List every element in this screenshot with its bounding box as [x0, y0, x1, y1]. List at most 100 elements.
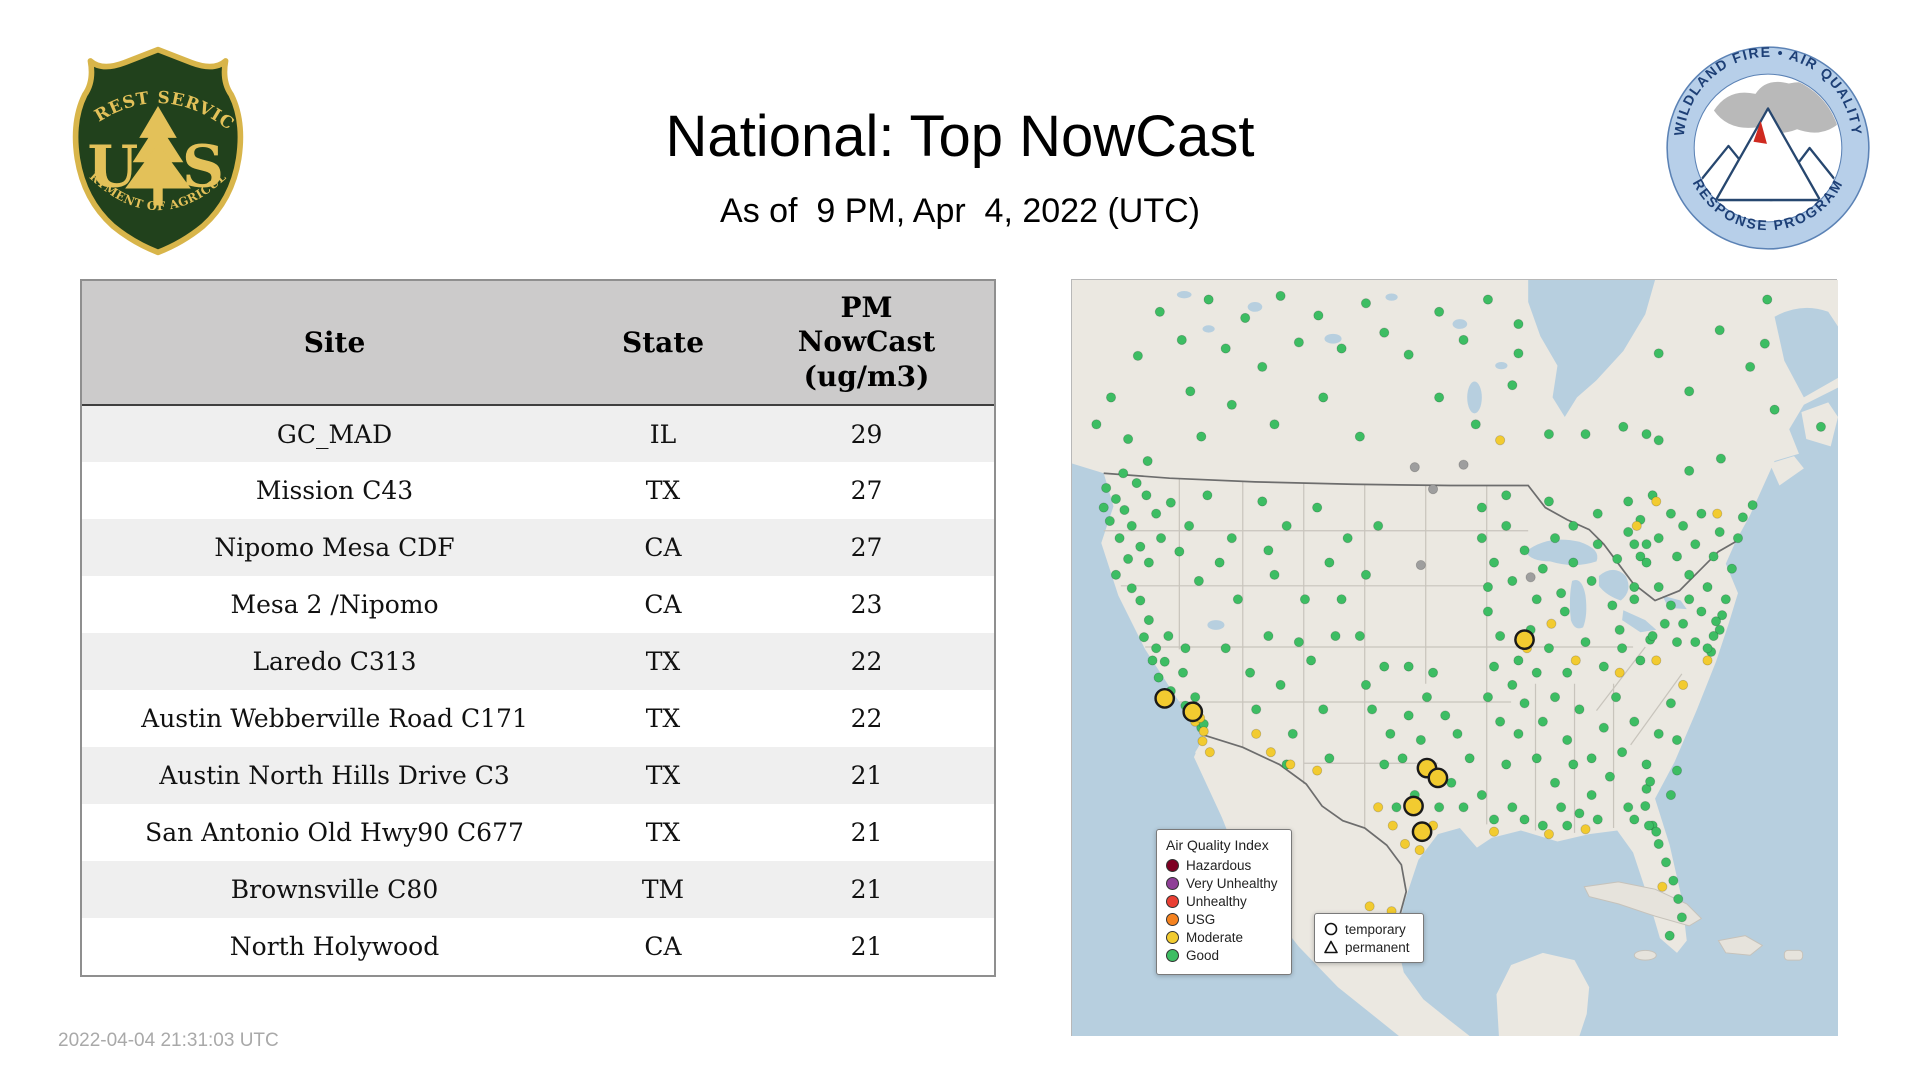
puerto-rico	[1783, 949, 1804, 961]
atlantic-gulf	[1396, 387, 1838, 1036]
top-nowcast-table: Site State PM NowCast (ug/m3) GC_MAD IL …	[80, 279, 996, 977]
gulf-st-lawrence	[1774, 307, 1838, 398]
cell-site: Austin North Hills Drive C3	[159, 761, 510, 790]
usfs-letter-u: U	[88, 132, 139, 201]
lake-huron	[1598, 569, 1629, 601]
lake-erie	[1622, 610, 1657, 633]
cell-state: TX	[645, 761, 681, 790]
pm-header-line3: (ug/m3)	[803, 359, 930, 393]
cell-pm-nowcast: 21	[850, 932, 883, 961]
permanent-legend-row: permanent	[1323, 939, 1415, 955]
cell-pm-nowcast: 21	[850, 818, 883, 847]
nova-scotia	[1769, 456, 1804, 486]
page-subtitle: As of 9 PM, Apr 4, 2022 (UTC)	[720, 192, 1200, 230]
land-overlays	[1195, 402, 1838, 1036]
table-row: Austin Webberville Road C171 TX 22	[82, 690, 994, 747]
lake-superior	[1525, 539, 1598, 566]
cell-state: CA	[644, 590, 682, 619]
aqi-legend-item: USG	[1166, 912, 1282, 927]
aqi-legend-label: Good	[1186, 948, 1220, 963]
cell-pm-nowcast: 21	[850, 875, 883, 904]
aqi-legend-label: Moderate	[1186, 930, 1244, 945]
aqi-color-swatch	[1166, 913, 1179, 926]
aqi-legend-label: Hazardous	[1186, 858, 1252, 873]
pm-header-line2: NowCast	[797, 325, 936, 359]
aqi-color-swatch	[1166, 877, 1179, 890]
wfaqrp-logo: WILDLAND FIRE • AIR QUALITY RESPONSE PRO…	[1666, 44, 1870, 250]
aqi-legend: Air Quality Index Hazardous Very Unhealt…	[1156, 829, 1292, 975]
pm-header-line1: PM	[840, 291, 893, 325]
yucatan	[1496, 952, 1590, 1036]
state-borders	[1103, 479, 1683, 833]
cell-state: TX	[645, 818, 681, 847]
cell-site: Austin Webberville Road C171	[141, 704, 528, 733]
temporary-legend-row: temporary	[1323, 921, 1415, 937]
cell-pm-nowcast: 22	[850, 704, 883, 733]
generated-timestamp: 2022-04-04 21:31:03 UTC	[58, 1030, 279, 1051]
aqi-legend-label: Very Unhealthy	[1186, 876, 1278, 891]
col-header-state: State	[587, 281, 739, 406]
col-header-site: Site	[82, 281, 587, 406]
table-row: GC_MAD IL 29	[82, 405, 994, 462]
cell-pm-nowcast: 21	[850, 761, 883, 790]
pacific-ocean	[1072, 463, 1399, 1036]
aqi-legend-item: Unhealthy	[1166, 894, 1282, 909]
great-salt-lake	[1207, 620, 1225, 630]
cell-pm-nowcast: 27	[850, 476, 883, 505]
aqi-legend-item: Moderate	[1166, 930, 1282, 945]
lake-michigan	[1569, 579, 1587, 629]
marker-type-legend: temporary permanent	[1314, 913, 1424, 963]
table-row: Mission C43 TX 27	[82, 462, 994, 519]
air-quality-map[interactable]: Air Quality Index Hazardous Very Unhealt…	[1071, 279, 1838, 1036]
table-row: Mesa 2 /Nipomo CA 23	[82, 576, 994, 633]
aqi-color-swatch	[1166, 895, 1179, 908]
aqi-color-swatch	[1166, 931, 1179, 944]
cell-state: TM	[641, 875, 685, 904]
aqi-color-swatch	[1166, 859, 1179, 872]
aqi-legend-label: USG	[1186, 912, 1216, 927]
aqi-legend-label: Unhealthy	[1186, 894, 1247, 909]
cell-site: Nipomo Mesa CDF	[214, 533, 455, 562]
table-header-row: Site State PM NowCast (ug/m3)	[82, 281, 994, 406]
cell-site: San Antonio Old Hwy90 C677	[145, 818, 524, 847]
flame-icon	[1753, 120, 1767, 144]
cell-site: Brownsville C80	[230, 875, 439, 904]
cell-state: CA	[644, 533, 682, 562]
col-header-pm-nowcast: PM NowCast (ug/m3)	[739, 281, 994, 406]
cell-state: IL	[649, 419, 677, 449]
cell-pm-nowcast: 23	[850, 590, 883, 619]
cell-state: CA	[644, 932, 682, 961]
cuba	[1583, 881, 1703, 927]
cell-state: TX	[645, 704, 681, 733]
cell-pm-nowcast: 22	[850, 647, 883, 676]
monitor-dots-layer	[1091, 290, 1826, 946]
table-row: Austin North Hills Drive C3 TX 21	[82, 747, 994, 804]
aqi-legend-item: Good	[1166, 948, 1282, 963]
usfs-logo: FOREST SERVICE U S DEPARTMENT OF AGRICUL…	[64, 44, 244, 256]
mountains-smoke-art	[1695, 81, 1841, 202]
basemap-canvas	[1072, 280, 1838, 1036]
table-row: Laredo C313 TX 22	[82, 633, 994, 690]
cell-site: GC_MAD	[276, 419, 393, 449]
ocean-shapes	[1072, 280, 1838, 1036]
table-body: GC_MAD IL 29 Mission C43 TX 27 Nipomo Me…	[82, 405, 994, 975]
aqi-color-swatch	[1166, 949, 1179, 962]
cell-site: Mission C43	[255, 476, 414, 505]
permanent-label: permanent	[1345, 939, 1410, 955]
usfs-letter-s: S	[182, 132, 224, 201]
temporary-circle-icon	[1324, 922, 1338, 936]
cell-pm-nowcast: 27	[850, 533, 883, 562]
cell-state: TX	[645, 647, 681, 676]
hudson-bay	[1528, 280, 1656, 418]
jamaica	[1633, 949, 1657, 961]
cell-pm-nowcast: 29	[850, 419, 883, 449]
smoke-icon	[1713, 81, 1840, 133]
cell-state: TX	[645, 476, 681, 505]
aqi-legend-title: Air Quality Index	[1166, 837, 1269, 853]
country-borders	[1103, 472, 1736, 941]
cell-site: Mesa 2 /Nipomo	[230, 590, 439, 619]
aqi-legend-item: Very Unhealthy	[1166, 876, 1282, 891]
cell-site: North Holywood	[229, 932, 440, 961]
aqi-legend-item: Hazardous	[1166, 858, 1282, 873]
